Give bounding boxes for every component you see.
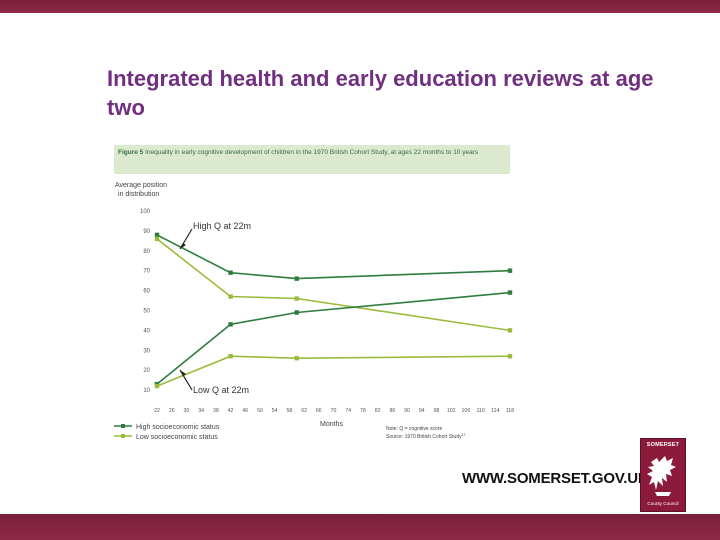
bottom-brand-bar xyxy=(0,514,720,540)
data-point-low-q-low-ses xyxy=(294,356,299,361)
legend-label-low-ses: Low socioeconomic status xyxy=(136,434,218,441)
website-url[interactable]: WWW.SOMERSET.GOV.UK xyxy=(462,470,649,487)
figure-caption-text: Inequality in early cognitive developmen… xyxy=(145,149,479,156)
annotation-low-q: Low Q at 22m xyxy=(193,385,249,395)
x-tick-label: 118 xyxy=(506,408,514,414)
series-lines xyxy=(154,232,513,389)
x-tick-label: 102 xyxy=(447,408,456,414)
annotation-high-q: High Q at 22m xyxy=(193,221,251,231)
y-axis-label-line2: in distribution xyxy=(118,191,159,198)
legend-marker-low-ses xyxy=(121,434,125,438)
y-tick-label: 10 xyxy=(143,388,150,394)
x-tick-label: 114 xyxy=(491,408,499,414)
x-tick-label: 98 xyxy=(434,408,440,414)
annotation-low-q-arrowhead xyxy=(180,370,186,376)
x-axis-label: Months xyxy=(320,421,343,428)
x-tick-label: 74 xyxy=(345,408,351,414)
data-point-high-q-high-ses xyxy=(507,268,513,273)
x-tick-label: 50 xyxy=(257,408,263,414)
x-tick-label: 110 xyxy=(476,408,484,414)
y-tick-label: 80 xyxy=(143,249,150,255)
data-point-high-q-low-ses xyxy=(507,328,513,333)
y-tick-label: 100 xyxy=(140,209,151,215)
x-tick-label: 22 xyxy=(154,408,160,414)
series-line-high-q-low-ses xyxy=(156,238,511,332)
data-point-high-q-low-ses xyxy=(228,294,233,299)
data-point-low-q-high-ses xyxy=(228,322,233,327)
logo-top-text: SOMERSET xyxy=(646,442,680,448)
series-line-low-q-high-ses xyxy=(156,291,511,385)
legend-label-high-ses: High socioeconomic status xyxy=(136,424,220,431)
figure-caption: Figure 5 Inequality in early cognitive d… xyxy=(114,145,510,174)
y-tick-label: 50 xyxy=(143,308,150,314)
figure-source-text: Source: 1970 British Cohort Study xyxy=(386,434,462,440)
x-tick-label: 54 xyxy=(272,408,278,414)
series-line-low-q-low-ses xyxy=(156,355,511,387)
data-point-low-q-low-ses xyxy=(228,354,233,359)
figure-source-ref: 17 xyxy=(462,433,466,437)
x-tick-label: 38 xyxy=(213,408,219,414)
data-point-low-q-low-ses xyxy=(154,383,160,389)
x-tick-label: 66 xyxy=(316,408,322,414)
x-tick-label: 30 xyxy=(184,408,190,414)
y-tick-label: 60 xyxy=(143,289,150,295)
data-point-high-q-high-ses xyxy=(294,276,299,281)
data-point-high-q-high-ses xyxy=(228,270,233,275)
y-axis: 10 20 30 40 50 60 70 80 90 100 xyxy=(140,209,151,394)
data-point-high-q-low-ses xyxy=(154,236,160,242)
somerset-county-council-logo: SOMERSET County Council xyxy=(640,438,686,512)
y-tick-label: 40 xyxy=(143,328,150,334)
data-point-low-q-high-ses xyxy=(507,290,513,295)
x-tick-label: 34 xyxy=(198,408,204,414)
data-point-low-q-low-ses xyxy=(507,354,513,359)
x-tick-label: 42 xyxy=(228,408,234,414)
x-tick-label: 94 xyxy=(419,408,425,414)
y-tick-label: 90 xyxy=(143,229,150,235)
x-tick-label: 86 xyxy=(389,408,395,414)
figure-source: Source: 1970 British Cohort Study17 xyxy=(386,433,466,440)
data-point-high-q-low-ses xyxy=(294,296,299,301)
series-line-high-q-high-ses xyxy=(156,234,511,280)
data-point-low-q-high-ses xyxy=(294,310,299,315)
top-brand-bar xyxy=(0,0,720,13)
legend: High socioeconomic status Low socioecono… xyxy=(114,424,220,441)
x-tick-label: 26 xyxy=(169,408,175,414)
annotation-high-q-arrowhead xyxy=(180,243,186,249)
y-tick-label: 20 xyxy=(143,368,150,374)
x-axis: 22 26 30 34 38 42 46 50 54 58 62 66 70 74 78 82 86 90 94 98… xyxy=(154,408,514,414)
x-tick-label: 90 xyxy=(404,408,410,414)
y-tick-label: 70 xyxy=(143,269,150,275)
logo-bottom-text: County Council xyxy=(647,501,679,506)
data-point-high-q-high-ses xyxy=(154,232,160,238)
x-tick-label: 82 xyxy=(375,408,381,414)
x-tick-label: 46 xyxy=(242,408,248,414)
x-tick-label: 106 xyxy=(462,408,471,414)
x-tick-label: 62 xyxy=(301,408,307,414)
x-tick-label: 78 xyxy=(360,408,366,414)
x-tick-label: 70 xyxy=(331,408,337,414)
x-tick-label: 58 xyxy=(286,408,292,414)
y-axis-label-line1: Average position xyxy=(115,182,167,189)
y-tick-label: 30 xyxy=(143,348,150,354)
slide-title: Integrated health and early education re… xyxy=(107,66,654,120)
legend-marker-high-ses xyxy=(121,424,125,428)
figure-note: Note: Q = cognitive score xyxy=(386,426,442,432)
dragon-icon xyxy=(647,456,676,496)
figure-number: Figure 5 xyxy=(118,149,144,156)
